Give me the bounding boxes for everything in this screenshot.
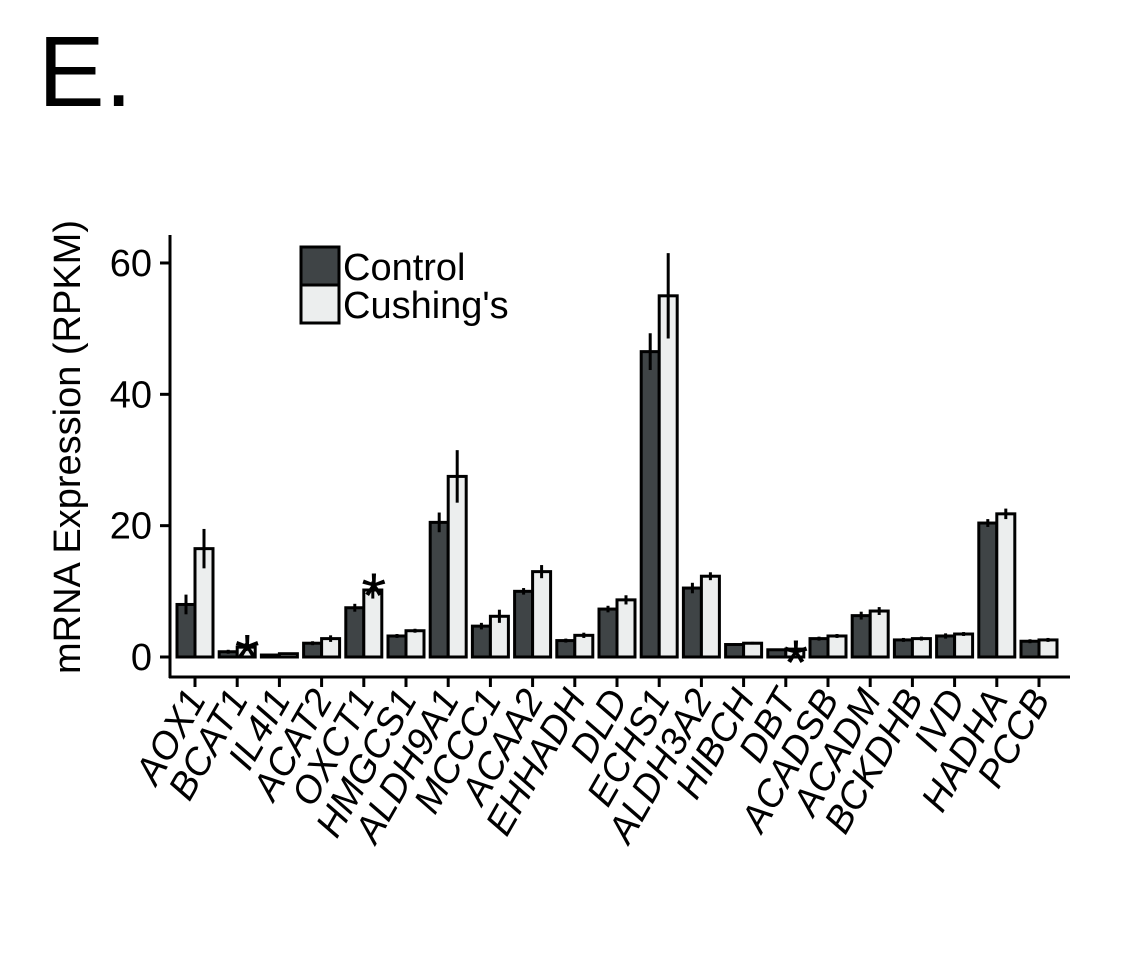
bar-cushings-ehhadh <box>573 633 595 659</box>
bar-cushings-aldh3a2 <box>699 574 721 659</box>
y-axis-label: mRNA Expression (RPKM) <box>47 220 89 674</box>
bar-control-hmgcs1 <box>386 634 408 659</box>
significance-asterisk-bcat1: * <box>235 621 260 693</box>
bar-control-aldh9a1 <box>428 520 450 659</box>
bar-cushings-aldh9a1 <box>446 474 468 659</box>
bar-control-ivd <box>935 634 957 659</box>
bar-control-acat2 <box>302 641 324 659</box>
legend-label-control: Control <box>343 247 466 289</box>
y-tick-label: 20 <box>110 506 152 548</box>
legend-swatch-control <box>299 245 341 287</box>
bar-control-ehhadh <box>555 639 577 659</box>
y-tick-label: 0 <box>131 637 152 679</box>
bar-cushings-acaa2 <box>531 570 553 659</box>
y-tick-labels: 0 20 40 60 <box>110 243 152 679</box>
bar-control-acaa2 <box>513 589 535 659</box>
bar-cushings-ivd <box>953 632 975 659</box>
legend-swatch-cushings <box>299 283 341 325</box>
bar-cushings-pccb <box>1037 638 1059 659</box>
bar-cushings-acadsb <box>826 634 848 659</box>
y-tick-label: 60 <box>110 243 152 285</box>
y-tick-label: 40 <box>110 374 152 416</box>
axes-group <box>160 235 1070 687</box>
bar-control-dld <box>597 607 619 659</box>
bar-cushings-echs1 <box>657 294 679 659</box>
bar-cushings-hadha <box>995 512 1017 659</box>
bar-control-mccc1 <box>470 624 492 659</box>
bar-cushings-acadm <box>868 609 890 659</box>
y-axis-label-group: mRNA Expression (RPKM) <box>47 220 89 674</box>
bar-control-acadm <box>850 614 872 659</box>
bar-control-acadsb <box>808 637 830 659</box>
bar-cushings-hmgcs1 <box>404 629 426 659</box>
bar-cushings-dld <box>615 598 637 659</box>
significance-asterisk-dbt: * <box>783 626 808 698</box>
x-tick-labels: AOX1BCAT1IL4I1ACAT2OXCT1HMGCS1ALDH9A1MCC… <box>127 680 1059 851</box>
bar-control-pccb <box>1019 639 1041 659</box>
bar-cushings-hibch <box>742 641 764 659</box>
legend-label-cushings: Cushing's <box>343 285 509 327</box>
bars-group <box>175 253 1059 659</box>
bar-cushings-bckdhb <box>910 637 932 659</box>
bar-control-hibch <box>724 643 746 659</box>
bar-control-aldh3a2 <box>681 586 703 659</box>
significance-asterisk-oxct1: * <box>361 559 386 631</box>
panel-label: E. <box>38 16 133 128</box>
bar-control-bckdhb <box>892 638 914 659</box>
bar-control-hadha <box>977 521 999 659</box>
bar-control-echs1 <box>639 350 661 659</box>
significance-annotations: * * * <box>235 559 809 698</box>
